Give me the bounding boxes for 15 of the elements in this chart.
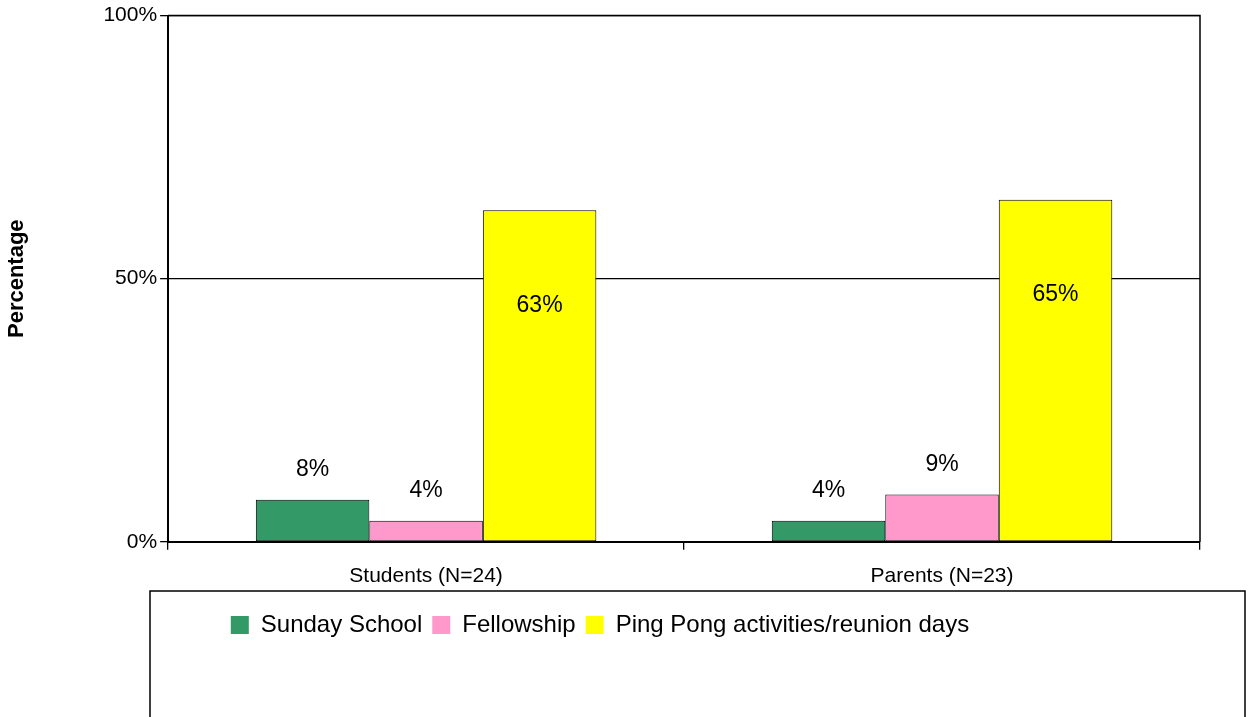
data-label: 65%	[1032, 280, 1079, 307]
data-label: 63%	[516, 290, 563, 317]
y-tick-label: 100%	[103, 2, 158, 26]
x-tick-label: Parents (N=23)	[870, 563, 1014, 587]
data-label: 4%	[811, 476, 846, 503]
data-label: 8%	[295, 455, 330, 482]
legend-label: Fellowship	[462, 609, 576, 637]
y-axis-title: Percentage	[3, 219, 29, 339]
data-label: 9%	[925, 449, 959, 476]
data-label: 4%	[409, 476, 443, 503]
x-tick-label: Students (N=24)	[349, 563, 503, 587]
legend-label: Sunday School	[260, 609, 423, 637]
legend-label: Ping Pong activities/reunion days	[615, 609, 970, 637]
y-tick-label: 0%	[126, 528, 158, 552]
y-tick-label: 50%	[115, 265, 158, 289]
